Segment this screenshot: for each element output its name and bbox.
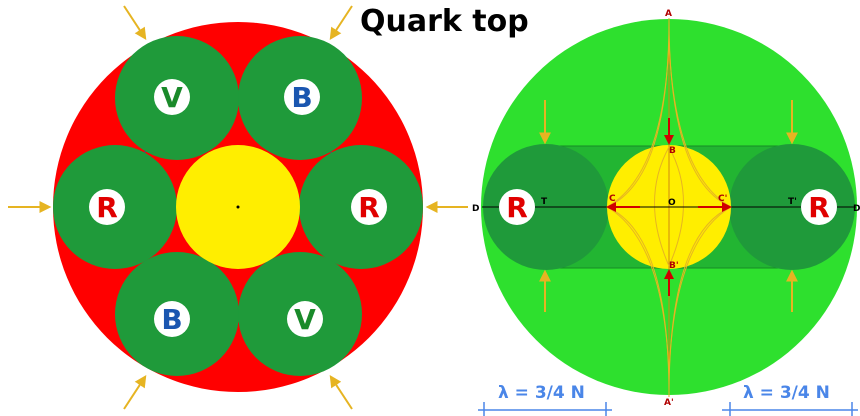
- point-label-d-left: D: [472, 204, 479, 214]
- point-label-d-right: D: [853, 204, 860, 214]
- point-label-a-prime: A': [664, 398, 674, 408]
- quark-label-bottom-left: B: [154, 301, 190, 337]
- point-label-a: A: [665, 9, 672, 19]
- arrow-in-bottom-right: [329, 374, 353, 410]
- quark-label-bottom-right: V: [287, 301, 323, 337]
- quark-label-left: R: [89, 189, 125, 225]
- point-label-b-prime: B': [669, 261, 679, 271]
- lambda-ruler-right: [722, 402, 858, 416]
- svg-text:R: R: [96, 191, 118, 224]
- right-quark-diagram: A A' B B' C C' O T T' D D R R: [472, 9, 860, 408]
- svg-text:V: V: [294, 303, 316, 336]
- lambda-ruler-left: [478, 402, 612, 416]
- point-label-o: O: [668, 198, 676, 208]
- quark-label-right: R: [351, 189, 387, 225]
- lambda-label-left: λ = 3/4 N: [498, 383, 585, 403]
- svg-text:R: R: [358, 191, 380, 224]
- arrow-in-top-left: [123, 5, 147, 41]
- diagram-title: Quark top: [360, 4, 529, 39]
- core-center-dot: [236, 205, 240, 209]
- point-label-b: B: [669, 146, 676, 156]
- left-quark-diagram: V B R R B V: [8, 5, 468, 410]
- svg-text:R: R: [808, 191, 830, 224]
- point-label-t: T: [541, 197, 548, 207]
- svg-text:B: B: [161, 303, 182, 336]
- point-label-t-prime: T': [788, 197, 797, 207]
- arrow-in-bottom-left: [123, 374, 147, 410]
- arrow-in-top-right: [329, 5, 353, 41]
- point-label-c: C: [609, 194, 616, 204]
- quark-label-top-left: V: [154, 79, 190, 115]
- svg-text:R: R: [506, 191, 528, 224]
- point-label-c-prime: C': [718, 194, 727, 204]
- lambda-label-right: λ = 3/4 N: [743, 383, 830, 403]
- quark-label-top-right: B: [284, 79, 320, 115]
- quark-label-right-side-right: R: [801, 189, 837, 225]
- svg-text:B: B: [291, 81, 312, 114]
- field-curves: [606, 17, 732, 398]
- quark-label-right-side-left: R: [499, 189, 535, 225]
- svg-text:V: V: [161, 81, 183, 114]
